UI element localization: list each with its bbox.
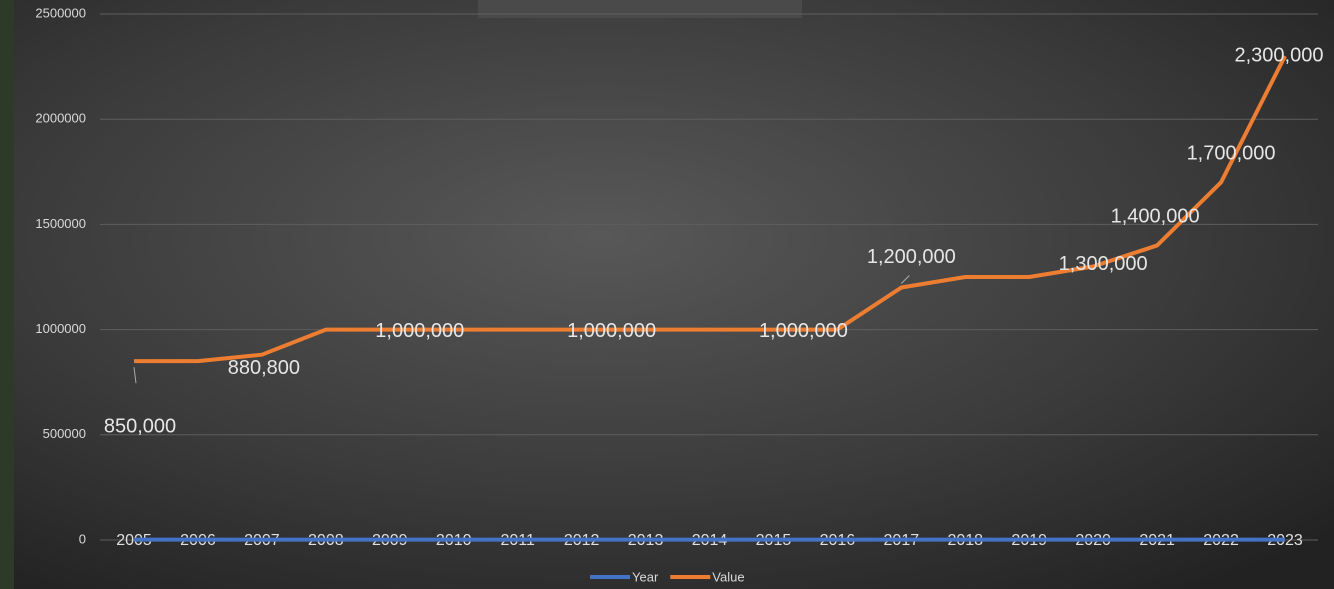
legend-label: Value [712,569,744,584]
left-edge [0,0,14,589]
x-tick-label: 2023 [1267,532,1303,549]
data-label: 880,800 [228,357,300,379]
leader-line [900,275,910,284]
y-tick-label: 1500000 [35,216,86,231]
title-box [478,0,802,18]
legend-label: Year [632,569,659,584]
y-tick-label: 2000000 [35,111,86,126]
y-tick-label: 2500000 [35,5,86,20]
data-label: 850,000 [104,415,176,437]
data-label: 1,200,000 [867,246,956,268]
data-label: 1,400,000 [1111,206,1200,228]
leader-line [133,367,137,384]
y-tick-label: 1000000 [35,321,86,336]
data-label: 1,700,000 [1187,143,1276,165]
y-tick-label: 500000 [43,426,86,441]
data-label: 1,000,000 [567,320,656,342]
data-label: 2,300,000 [1235,44,1324,66]
y-tick-label: 0 [79,531,86,546]
data-label: 1,000,000 [375,320,464,342]
data-label: 1,000,000 [759,320,848,342]
data-label: 1,300,000 [1059,253,1148,275]
line-series [134,55,1287,364]
